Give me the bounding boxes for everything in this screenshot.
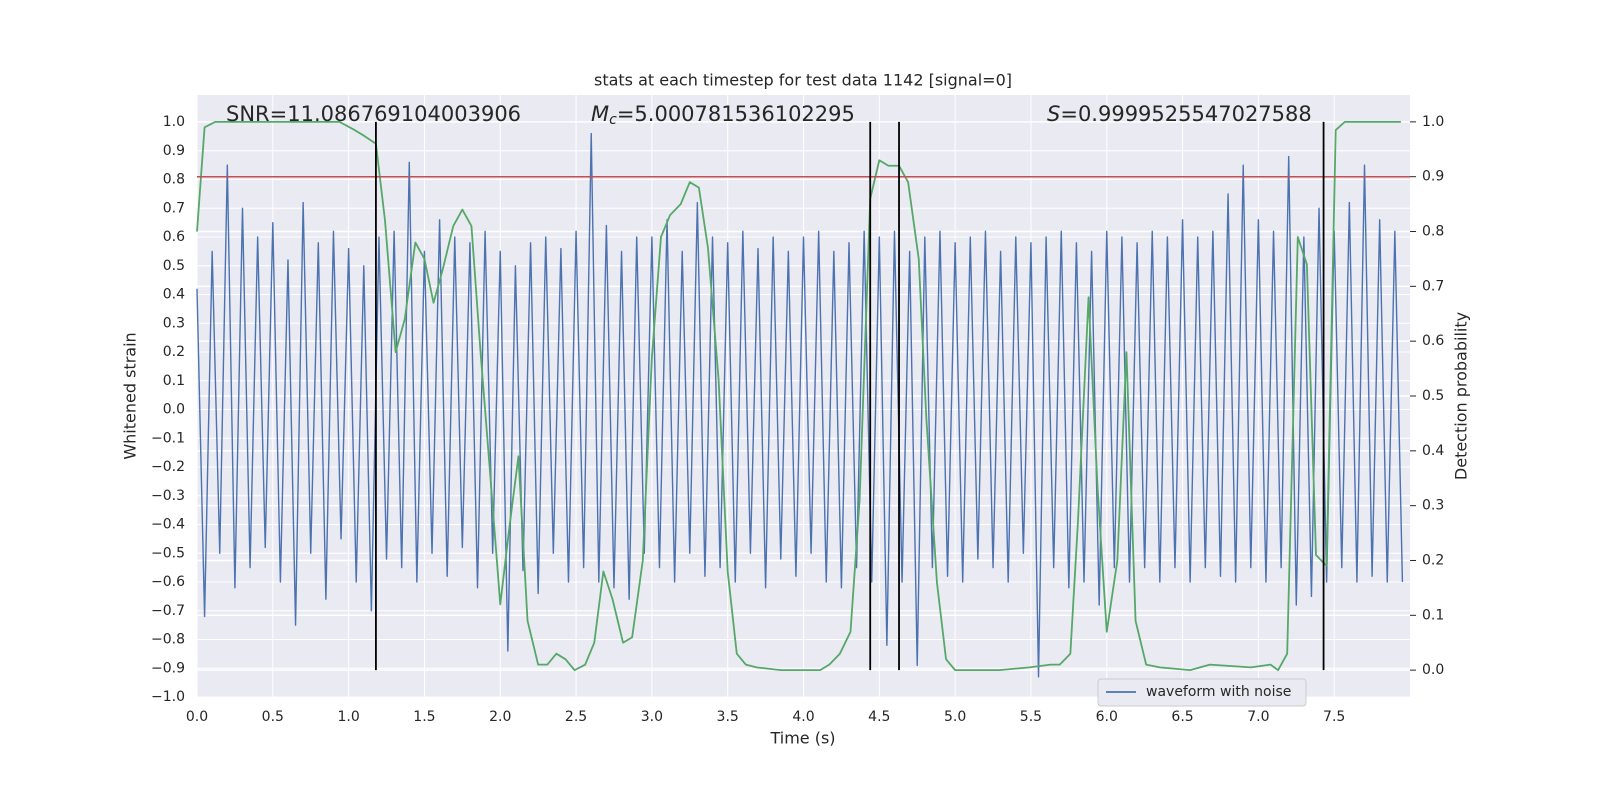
legend-label: waveform with noise [1146, 684, 1291, 700]
y-tick-label: −0.3 [151, 488, 185, 504]
y-tick-label: −0.2 [151, 459, 185, 475]
series-line [196, 132, 1404, 678]
y-tick-label: −0.4 [151, 517, 185, 533]
annotation: S=0.9999525547027588 [1047, 102, 1312, 126]
x-tick-label: 1.5 [413, 709, 435, 725]
y-tick-label: −1.0 [151, 689, 185, 705]
annotation-text: =5.000781536102295 [617, 102, 855, 126]
annotation: SNR=11.086769104003906 [226, 102, 521, 126]
annotation-symbol: S [1047, 102, 1060, 126]
x-tick-label: 5.5 [1020, 709, 1042, 725]
legend-box [1097, 678, 1307, 707]
x-tick-label: 0.0 [186, 709, 208, 725]
annotation-text: =0.9999525547027588 [1060, 102, 1311, 126]
y2-tick-label: 0.3 [1422, 498, 1444, 514]
y-tick-label: −0.6 [151, 574, 185, 590]
x-tick-label: 2.5 [565, 709, 587, 725]
annotation-subscript: c [609, 112, 617, 128]
y-tick-label: −0.7 [151, 603, 185, 619]
x-tick-label: 3.5 [717, 709, 739, 725]
y2-tick-label: 0.0 [1422, 662, 1444, 678]
y-tick-label: −0.5 [151, 545, 185, 561]
y2-tick-label: 0.7 [1422, 278, 1444, 294]
y2-tick-label: 0.5 [1422, 388, 1444, 404]
chart-title: stats at each timestep for test data 114… [594, 71, 1012, 90]
y-tick-label: 0.1 [163, 373, 185, 389]
y-tick-label: 0.8 [163, 172, 185, 188]
y-tick-label: 0.6 [163, 229, 185, 245]
y2-axis-label: Detection probability [1452, 312, 1471, 480]
y-tick-label: 0.5 [163, 258, 185, 274]
y-tick-label: 1.0 [163, 114, 185, 130]
x-tick-label: 7.0 [1247, 709, 1269, 725]
y-tick-label: 0.7 [163, 200, 185, 216]
y2-tick-label: 0.4 [1422, 443, 1444, 459]
x-tick-label: 1.0 [337, 709, 359, 725]
x-tick-label: 4.0 [792, 709, 814, 725]
x-tick-label: 6.5 [1171, 709, 1193, 725]
y-tick-label: −0.1 [151, 430, 185, 446]
annotation-text: SNR=11.086769104003906 [226, 102, 521, 126]
y-tick-label: −0.8 [151, 632, 185, 648]
y2-tick-label: 0.6 [1422, 333, 1444, 349]
y-tick-label: 0.2 [163, 344, 185, 360]
y-axis-label: Whitened strain [121, 332, 140, 459]
x-tick-label: 6.0 [1096, 709, 1118, 725]
x-tick-label: 2.0 [489, 709, 511, 725]
annotation: Mc=5.000781536102295 [591, 102, 855, 128]
y2-tick-label: 0.1 [1422, 607, 1444, 623]
x-tick-label: 0.5 [262, 709, 284, 725]
annotation-symbol: M [591, 102, 609, 126]
series-line [196, 120, 1401, 672]
x-tick-label: 4.5 [868, 709, 890, 725]
x-tick-label: 5.0 [944, 709, 966, 725]
y2-tick-label: 0.2 [1422, 552, 1444, 568]
y-tick-label: 0.3 [163, 315, 185, 331]
x-axis-label: Time (s) [769, 729, 835, 748]
y-tick-label: 0.0 [163, 402, 185, 418]
x-tick-label: 3.0 [641, 709, 663, 725]
y2-tick-label: 1.0 [1422, 114, 1444, 130]
y-tick-label: 0.9 [163, 143, 185, 159]
y-tick-label: 0.4 [163, 287, 185, 303]
x-tick-label: 7.5 [1323, 709, 1345, 725]
y-tick-label: −0.9 [151, 660, 185, 676]
y2-tick-label: 0.9 [1422, 169, 1444, 185]
y2-tick-label: 0.8 [1422, 224, 1444, 240]
